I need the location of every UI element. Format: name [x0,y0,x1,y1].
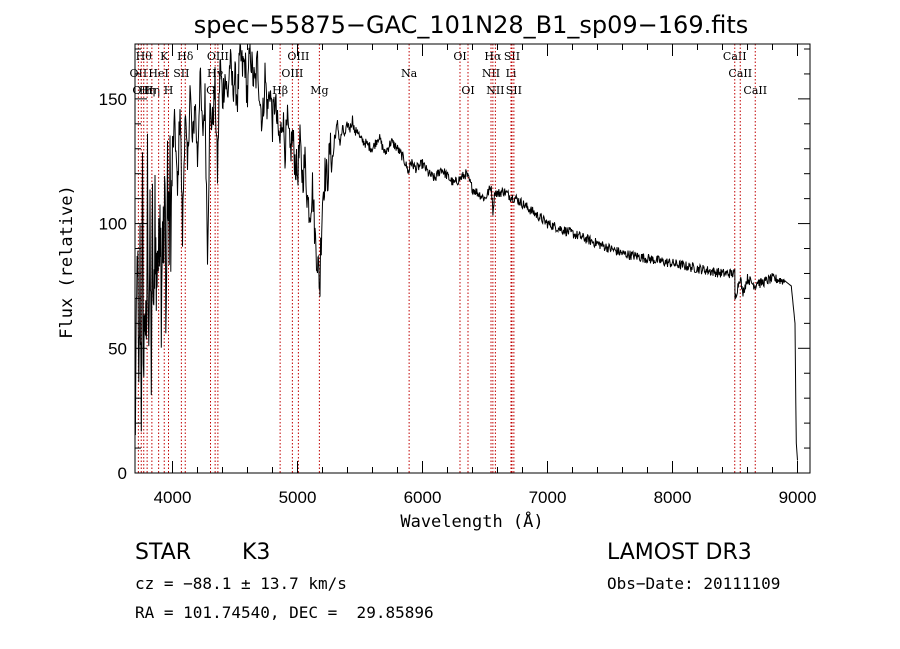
line-marker-label-17: Na [401,67,418,80]
redshift-velocity: cz = −88.1 ± 13.7 km/s [135,574,347,593]
line-marker-label-12: OIII [207,50,229,63]
x-tick-label: 9000 [779,488,817,507]
line-marker-label-6: K [160,50,169,63]
x-tick-labels: 4000 5000 6000 7000 8000 9000 [154,488,817,507]
line-marker-label-28: CaII [743,84,767,97]
x-tick-label: 6000 [404,488,442,507]
line-marker-label-1: OII [132,84,150,97]
line-marker-label-8: SII [173,67,189,80]
y-tick-labels: 0 50 100 150 [99,90,127,483]
y-tick-label: 150 [99,90,127,109]
line-marker-label-21: Hα [484,50,502,63]
object-subclass: K3 [242,540,271,565]
line-marker-label-26: CaII [723,50,747,63]
line-marker-label-3: Hη [139,84,155,97]
spectral-line-markers: OIIOIIHθHηHηHeIKHSIIHδGHγOIIIHβOIIIOIIIM… [130,44,767,473]
plot-frame [134,43,811,474]
x-tick-label: 7000 [529,488,567,507]
x-tick-label: 8000 [654,488,692,507]
line-marker-label-22: NII [486,84,504,97]
survey-name: LAMOST DR3 [607,540,752,565]
line-marker-label-27: CaII [728,67,752,80]
line-marker-label-23: Li [506,67,517,80]
line-marker-label-20: NII [482,67,500,80]
line-marker-label-4: Hη [144,84,160,97]
y-tick-label: 100 [99,215,127,234]
line-marker-label-5: HeI [148,67,168,80]
y-tick-label: 50 [108,339,127,358]
line-marker-label-14: OIII [281,67,303,80]
line-marker-label-2: Hθ [136,50,153,63]
x-tick-label: 4000 [154,488,192,507]
object-class: STAR [135,540,192,565]
line-marker-label-16: Mg [310,84,328,97]
axis-ticks [135,44,810,474]
line-marker-label-7: H [164,84,174,97]
line-marker-label-10: G [206,84,215,97]
x-axis-label: Wavelength (Å) [400,510,543,532]
line-marker-label-13: Hβ [272,84,288,97]
line-marker-label-24: SII [504,50,520,63]
line-marker-label-18: OI [453,50,466,63]
line-marker-label-19: OI [461,84,474,97]
y-axis-label: Flux (relative) [57,185,77,339]
x-tick-label: 5000 [279,488,317,507]
flux-line [134,43,798,461]
coordinates: RA = 101.74540, DEC = 29.85896 [135,603,434,622]
y-tick-label: 0 [118,464,127,483]
line-marker-label-25: SII [506,84,522,97]
line-marker-label-9: Hδ [177,50,194,63]
chart-title: spec−55875−GAC_101N28_B1_sp09−169.fits [194,11,749,39]
line-marker-label-15: OIII [287,50,309,63]
observation-date: Obs−Date: 20111109 [607,574,781,593]
